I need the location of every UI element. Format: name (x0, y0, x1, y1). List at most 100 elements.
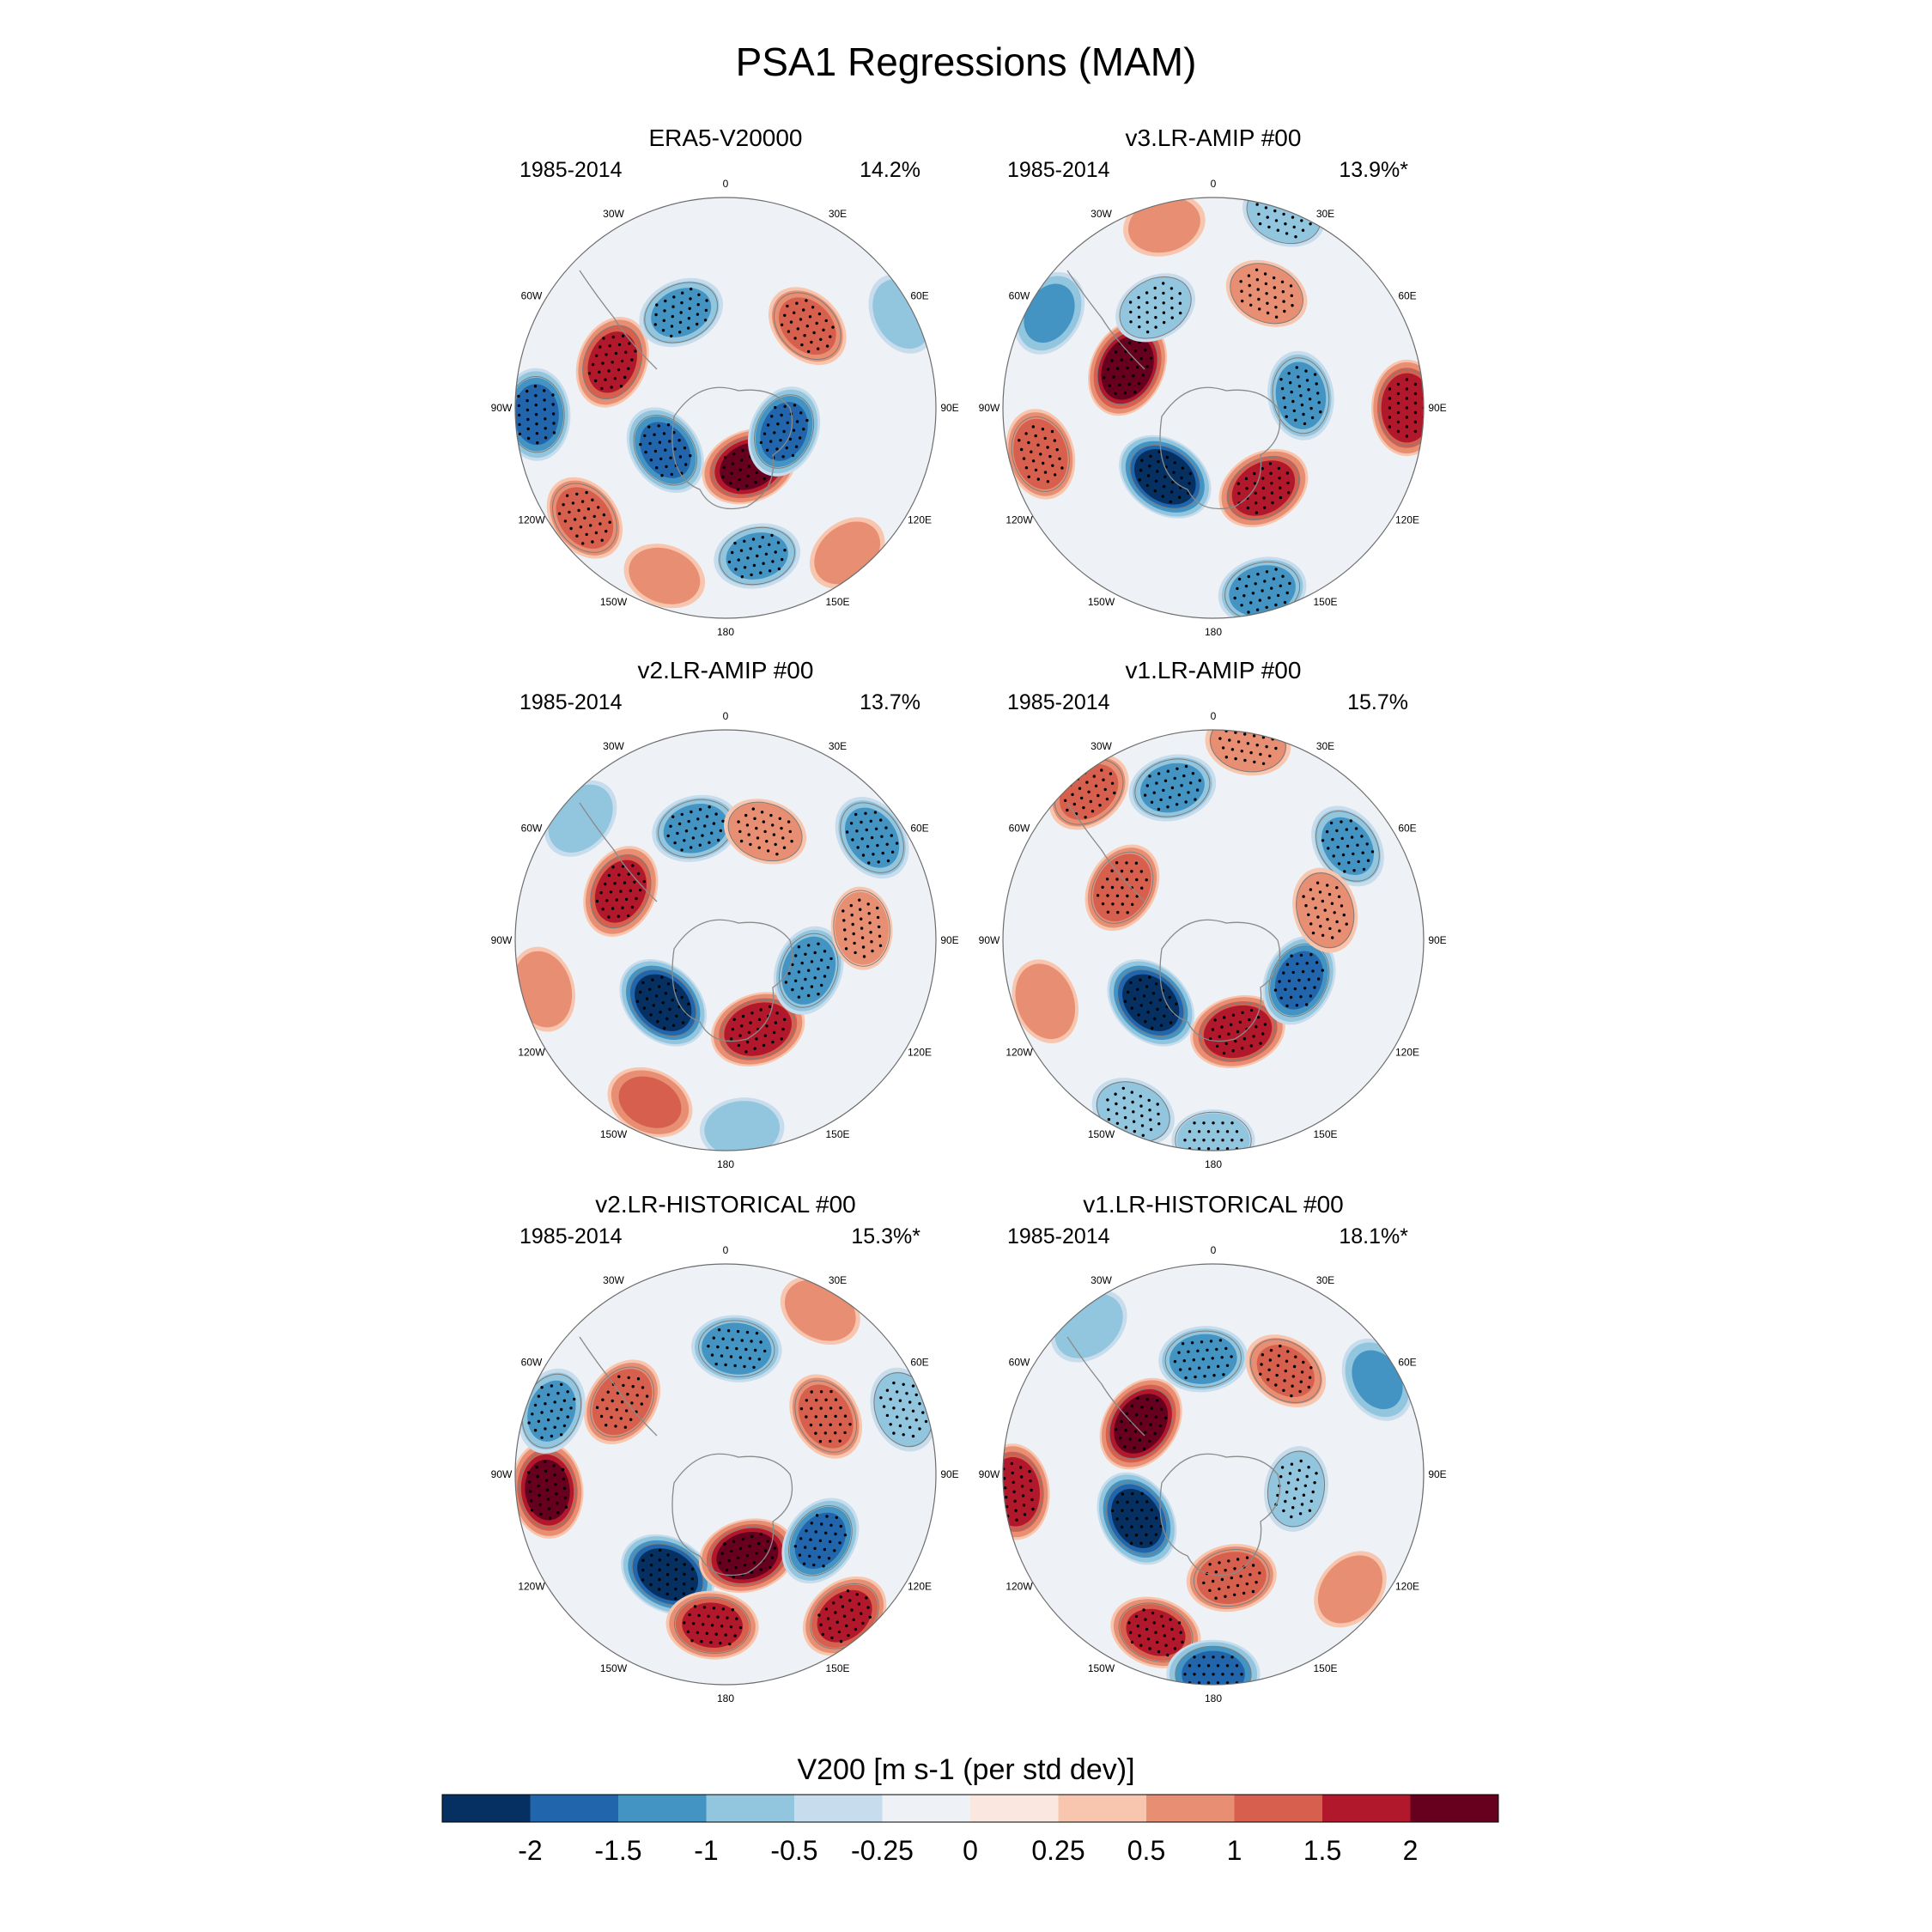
map-panel: 0 30E 60E 90E 120E 150E 180 150W 120W 90W 60W 30W ER… (491, 125, 959, 638)
significance-contour (754, 394, 815, 469)
stipple-dots (641, 1548, 695, 1601)
anomaly-blob (518, 1368, 586, 1454)
anomaly-blob (619, 959, 707, 1047)
significance-contour (1119, 276, 1192, 339)
colorbar-box (1410, 1795, 1499, 1822)
colorbar: V200 [m s-1 (per std dev)] -2 -1.5 -1 -0.5 -… (441, 1753, 1499, 1866)
significance-contour (1296, 872, 1355, 949)
anomaly-blob (690, 1315, 782, 1382)
figure-title: PSA1 Regressions (MAM) (736, 39, 1197, 84)
contour-level (1015, 963, 1076, 1040)
anomaly-blob (1158, 1326, 1249, 1393)
anomaly-blob (773, 926, 844, 1015)
colorbar-tick-label: -1 (694, 1835, 718, 1866)
longitude-label: 150W (1088, 596, 1115, 608)
longitude-label: 60E (910, 823, 928, 835)
longitude-label: 90E (1428, 934, 1446, 946)
anomaly-blob (639, 277, 723, 348)
anomaly-blob (1003, 1443, 1050, 1540)
anomaly-blob (515, 368, 571, 461)
stipple-dots (718, 1532, 776, 1579)
stipple-dots (1127, 1608, 1184, 1657)
significance-contour (590, 1366, 654, 1437)
stipple-dots (635, 975, 690, 1030)
anomaly-blob (830, 886, 893, 970)
panel-title: v2.LR-AMIP #00 (638, 657, 814, 683)
longitude-label: 90W (979, 402, 1000, 414)
colorbar-tick-label: 1.5 (1303, 1835, 1341, 1866)
significance-contour (1105, 1482, 1169, 1555)
anomaly-blob (1005, 409, 1076, 500)
stipple-dots (1279, 366, 1322, 426)
longitude-label: 150W (600, 1662, 628, 1674)
anomaly-blob (1097, 1472, 1177, 1565)
colorbar-box (1146, 1795, 1235, 1822)
significance-contour (1129, 444, 1201, 509)
significance-contour (794, 1380, 858, 1453)
anomaly-blob (1186, 1544, 1277, 1613)
longitude-label: 30W (1091, 740, 1112, 752)
longitude-label: 0 (723, 1244, 729, 1256)
longitude-label: 30W (1091, 1274, 1112, 1286)
anomaly-blob (1205, 730, 1291, 776)
stipple-dots (727, 533, 787, 579)
colorbar-tick-label: -1.5 (594, 1835, 641, 1866)
longitude-label: 30W (603, 208, 624, 220)
longitude-label: 60W (521, 1357, 543, 1369)
panel-period: 1985-2014 (1007, 1224, 1110, 1249)
significance-contour (788, 1505, 853, 1577)
stipple-dots (1115, 1396, 1168, 1451)
longitude-label: 90E (940, 934, 958, 946)
stipple-dots (1209, 1008, 1267, 1055)
significance-contour (1267, 1450, 1326, 1528)
significance-contour (551, 483, 617, 553)
longitude-label: 180 (717, 1692, 734, 1704)
longitude-label: 60E (910, 1357, 928, 1369)
coastline (579, 1336, 793, 1577)
panel-title: v1.LR-AMIP #00 (1126, 657, 1302, 683)
stipple-dots (1321, 819, 1375, 873)
longitude-label: 180 (1205, 626, 1222, 638)
stipple-dots (1138, 450, 1193, 503)
longitude-label: 60E (910, 290, 928, 302)
stipple-dots (1183, 1121, 1243, 1151)
map-background (515, 197, 936, 618)
significance-contour (582, 325, 643, 400)
anomaly-blob (747, 386, 821, 477)
contour-level (1352, 1350, 1403, 1410)
anomaly-blob (515, 1441, 584, 1539)
panel-period: 1985-2014 (519, 1224, 623, 1249)
colorbar-tick-label: -0.25 (851, 1835, 914, 1866)
anomaly-blob (1166, 1639, 1261, 1685)
contour-level (618, 1076, 682, 1128)
anomaly-blob (1314, 1551, 1387, 1628)
anomaly-blob (1264, 1446, 1328, 1532)
panel-variance: 15.3%* (851, 1224, 920, 1249)
stipple-dots (666, 805, 725, 852)
map-panels: 0 30E 60E 90E 120E 150E 180 150W 120W 90W 60W 30W ER… (491, 125, 1447, 1704)
coastline (579, 270, 793, 510)
significance-contour (1250, 1339, 1321, 1403)
longitude-label: 150E (825, 1662, 849, 1674)
colorbar-title: V200 [m s-1 (per std dev)] (797, 1753, 1134, 1786)
longitude-label: 90W (491, 934, 513, 946)
stipple-dots (1202, 1556, 1261, 1600)
panel-variance: 13.7% (860, 690, 920, 714)
anomaly-blob (1245, 1334, 1327, 1407)
longitude-label: 90W (979, 1468, 1000, 1480)
map-outline (1002, 197, 1425, 619)
colorbar-tick-label: 0 (963, 1835, 978, 1866)
longitude-label: 60W (1009, 823, 1030, 835)
longitude-label: 30E (1316, 208, 1334, 220)
panel-variance: 15.7% (1347, 690, 1408, 714)
longitude-label: 150W (1088, 1128, 1115, 1140)
map-outline (514, 729, 937, 1151)
colorbar-box (442, 1795, 531, 1822)
longitude-label: 30E (829, 208, 847, 220)
map-field (515, 1264, 936, 1685)
anomaly-blob (621, 1534, 714, 1615)
anomaly-blob (1311, 805, 1384, 887)
longitude-label: 150E (1313, 596, 1337, 608)
longitude-label: 60E (1398, 823, 1416, 835)
contour-level (704, 1101, 781, 1151)
